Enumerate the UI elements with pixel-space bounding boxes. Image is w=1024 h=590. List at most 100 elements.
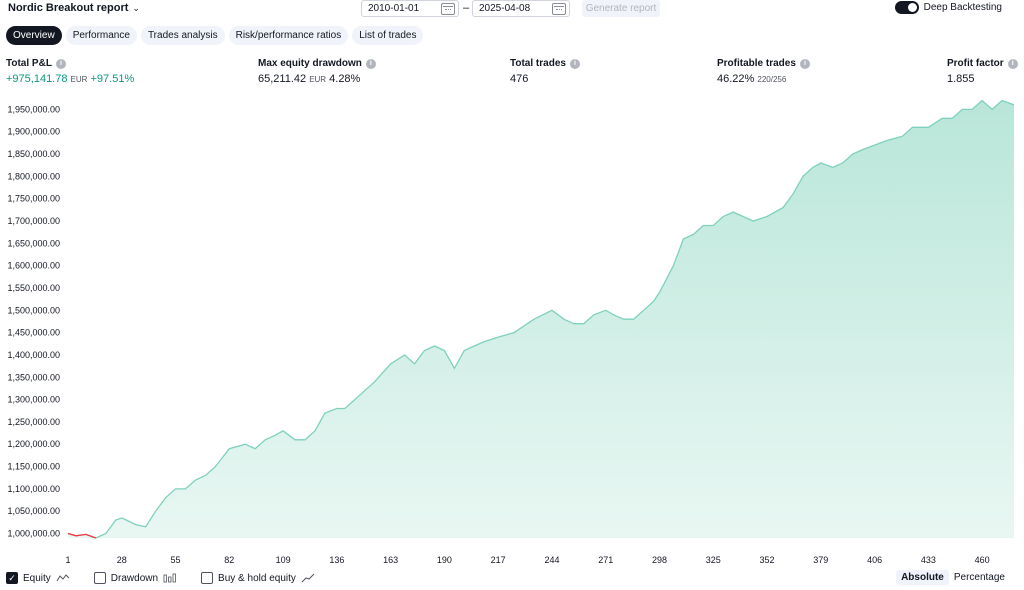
x-tick-label: 55 bbox=[171, 555, 181, 565]
scale-selector: Absolute Percentage bbox=[896, 570, 1010, 585]
equity-area bbox=[68, 100, 1014, 538]
metric-currency: EUR bbox=[70, 75, 88, 84]
y-tick-label: 1,350,000.00 bbox=[7, 372, 60, 382]
x-tick-label: 379 bbox=[813, 555, 828, 565]
x-tick-label: 136 bbox=[329, 555, 344, 565]
checkbox-unchecked-icon[interactable] bbox=[201, 572, 214, 584]
report-title: Nordic Breakout report bbox=[8, 2, 129, 14]
absolute-option[interactable]: Absolute bbox=[896, 570, 949, 585]
y-tick-label: 1,300,000.00 bbox=[7, 395, 60, 405]
tab-risk-performance-ratios[interactable]: Risk/performance ratios bbox=[228, 26, 349, 45]
x-tick-label: 271 bbox=[598, 555, 613, 565]
start-date-input[interactable]: 2010-01-01 bbox=[361, 0, 459, 17]
equity-start-segment bbox=[67, 532, 97, 539]
y-tick-label: 1,150,000.00 bbox=[7, 462, 60, 472]
tab-trades-analysis[interactable]: Trades analysis bbox=[140, 26, 225, 45]
y-tick-label: 1,750,000.00 bbox=[7, 194, 60, 204]
metric-max-drawdown: Max equity drawdown i 65,211.42 EUR 4.28% bbox=[258, 58, 376, 85]
x-tick-label: 460 bbox=[975, 555, 990, 565]
metric-percent: 4.28% bbox=[329, 73, 361, 85]
metric-total-pnl: Total P&L i +975,141.78 EUR +97.51% bbox=[6, 58, 134, 85]
drawdown-checkbox[interactable]: Drawdown bbox=[93, 572, 177, 584]
percentage-option[interactable]: Percentage bbox=[953, 572, 1005, 583]
tab-performance[interactable]: Performance bbox=[65, 26, 137, 45]
metric-value: 476 bbox=[510, 73, 529, 85]
y-tick-label: 1,650,000.00 bbox=[7, 238, 60, 248]
x-tick-label: 433 bbox=[921, 555, 936, 565]
x-tick-label: 1 bbox=[65, 555, 70, 565]
generate-report-button[interactable]: Generate report bbox=[582, 0, 660, 17]
drawdown-label: Drawdown bbox=[110, 572, 159, 584]
y-tick-label: 1,900,000.00 bbox=[7, 127, 60, 137]
report-title-dropdown[interactable]: Nordic Breakout report ⌄ bbox=[8, 2, 140, 14]
metric-label: Total trades bbox=[510, 58, 566, 69]
deep-backtesting-toggle[interactable] bbox=[894, 1, 919, 14]
equity-chart[interactable]: 1,000,000.00 1,050,000.00 1,100,000.00 1,15… bbox=[0, 96, 1024, 568]
y-tick-label: 1,500,000.00 bbox=[7, 305, 60, 315]
x-tick-label: 190 bbox=[437, 555, 452, 565]
x-tick-label: 109 bbox=[276, 555, 291, 565]
chart-legend: ✓ Equity Drawdown Buy & hold equity bbox=[6, 572, 315, 584]
x-tick-label: 406 bbox=[867, 555, 882, 565]
metric-currency: EUR bbox=[309, 75, 327, 84]
report-tabs: Overview Performance Trades analysis Ris… bbox=[6, 26, 424, 45]
y-tick-label: 1,200,000.00 bbox=[7, 439, 60, 449]
chevron-down-icon: ⌄ bbox=[132, 2, 140, 13]
y-tick-label: 1,850,000.00 bbox=[7, 149, 60, 159]
buyhold-checkbox[interactable]: Buy & hold equity bbox=[201, 572, 315, 584]
checkbox-checked-icon[interactable]: ✓ bbox=[6, 572, 18, 584]
x-tick-label: 244 bbox=[544, 555, 559, 565]
calendar-icon[interactable] bbox=[552, 2, 566, 15]
deep-backtesting-control[interactable]: Deep Backtesting bbox=[894, 1, 1002, 14]
equity-checkbox[interactable]: ✓ Equity bbox=[6, 572, 70, 584]
info-icon[interactable]: i bbox=[799, 58, 810, 69]
metric-percent: +97.51% bbox=[90, 73, 135, 85]
end-date-value: 2025-04-08 bbox=[479, 3, 531, 14]
metric-profit-factor: Profit factor i 1.855 bbox=[947, 58, 1018, 85]
x-tick-label: 163 bbox=[383, 555, 398, 565]
x-axis: 1 28 55 82 109 136 163 190 217 244 271 298 325 352 379… bbox=[65, 555, 989, 565]
buyhold-label: Buy & hold equity bbox=[218, 572, 296, 584]
y-tick-label: 1,050,000.00 bbox=[7, 506, 60, 516]
metric-value: +975,141.78 bbox=[6, 73, 68, 85]
info-icon[interactable]: i bbox=[569, 58, 580, 69]
checkbox-unchecked-icon[interactable] bbox=[93, 572, 106, 584]
bar-chart-icon bbox=[163, 573, 176, 583]
x-tick-label: 82 bbox=[224, 555, 234, 565]
metric-profitable-trades: Profitable trades i 46.22% 220/256 bbox=[717, 58, 810, 85]
x-tick-label: 217 bbox=[491, 555, 506, 565]
equity-line bbox=[67, 99, 1015, 539]
tab-list-of-trades[interactable]: List of trades bbox=[352, 26, 424, 45]
y-tick-label: 1,450,000.00 bbox=[7, 328, 60, 338]
deep-backtesting-label: Deep Backtesting bbox=[923, 2, 1002, 13]
metric-label: Total P&L bbox=[6, 58, 52, 69]
y-tick-label: 1,250,000.00 bbox=[7, 417, 60, 427]
y-tick-label: 1,600,000.00 bbox=[7, 261, 60, 271]
x-tick-label: 28 bbox=[117, 555, 127, 565]
x-tick-label: 298 bbox=[652, 555, 667, 565]
calendar-icon[interactable] bbox=[441, 2, 455, 15]
info-icon[interactable]: i bbox=[55, 58, 66, 69]
x-tick-label: 352 bbox=[760, 555, 775, 565]
end-date-input[interactable]: 2025-04-08 bbox=[472, 0, 570, 17]
line-chart-icon bbox=[56, 574, 70, 582]
y-tick-label: 1,000,000.00 bbox=[7, 529, 60, 539]
y-tick-label: 1,950,000.00 bbox=[7, 104, 60, 114]
equity-label: Equity bbox=[23, 572, 51, 584]
metric-total-trades: Total trades i 476 bbox=[510, 58, 580, 85]
metric-value: 1.855 bbox=[947, 73, 975, 85]
y-tick-label: 1,700,000.00 bbox=[7, 216, 60, 226]
trend-line-icon bbox=[301, 573, 315, 583]
metric-label: Profitable trades bbox=[717, 58, 796, 69]
y-axis: 1,000,000.00 1,050,000.00 1,100,000.00 1,15… bbox=[7, 104, 60, 538]
tab-overview[interactable]: Overview bbox=[6, 26, 62, 45]
x-tick-label: 325 bbox=[706, 555, 721, 565]
metric-label: Profit factor bbox=[947, 58, 1004, 69]
metric-value: 46.22% bbox=[717, 73, 755, 85]
date-separator: – bbox=[463, 2, 470, 14]
y-tick-label: 1,100,000.00 bbox=[7, 484, 60, 494]
y-tick-label: 1,800,000.00 bbox=[7, 171, 60, 181]
info-icon[interactable]: i bbox=[1007, 58, 1018, 69]
y-tick-label: 1,550,000.00 bbox=[7, 283, 60, 293]
info-icon[interactable]: i bbox=[365, 58, 376, 69]
